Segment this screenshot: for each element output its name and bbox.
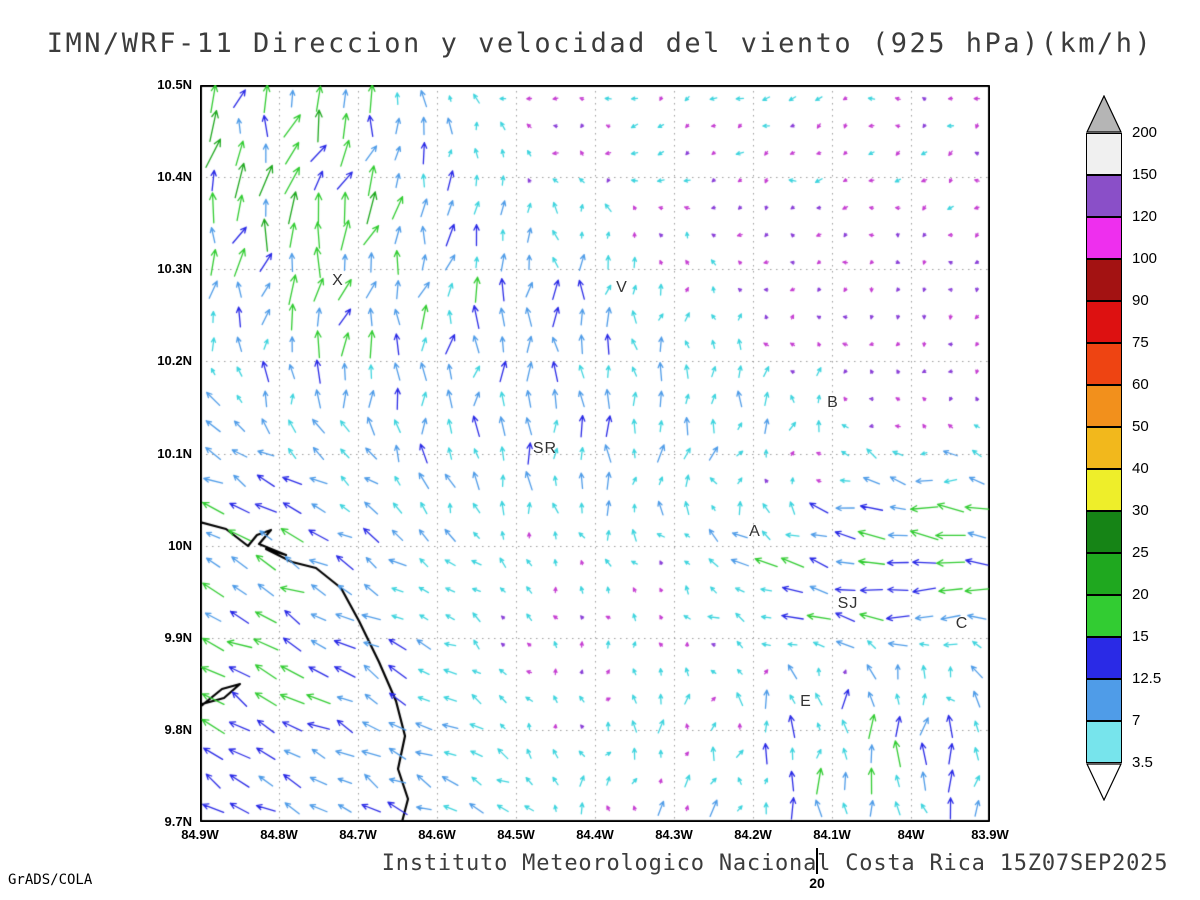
colorbar-band — [1086, 259, 1122, 301]
colorbar-tick-label: 12.5 — [1132, 670, 1162, 687]
colorbar-top-arrow — [1086, 95, 1122, 133]
reference-vector-line — [816, 848, 818, 874]
colorbar-band — [1086, 385, 1122, 427]
colorbar-bottom-arrow — [1086, 763, 1122, 801]
station-label: V — [616, 279, 628, 296]
lat-tick-label: 9.8N — [164, 721, 192, 737]
lat-tick-label: 10.5N — [157, 77, 192, 92]
colorbar-tick-label: 20 — [1132, 586, 1149, 603]
station-label: SR — [532, 440, 558, 457]
colorbar-tick-label: 75 — [1132, 334, 1149, 351]
lon-tick-label: 84.6W — [418, 827, 456, 842]
lat-tick-label: 9.7N — [164, 814, 192, 829]
footer-text: Instituto Meteorologico Nacional Costa R… — [381, 851, 1169, 876]
colorbar-band — [1086, 721, 1122, 763]
lat-tick-label: 10.2N — [157, 353, 192, 369]
lon-tick-label: 84.2W — [734, 827, 772, 842]
station-label: SJ — [837, 595, 859, 612]
colorbar-band — [1086, 637, 1122, 679]
colorbar-tick-label: 50 — [1132, 418, 1149, 435]
colorbar-tick-label: 25 — [1132, 544, 1149, 561]
colorbar-band — [1086, 217, 1122, 259]
colorbar-band — [1086, 679, 1122, 721]
colorbar-tick-label: 7 — [1132, 712, 1141, 729]
colorbar-tick-label: 90 — [1132, 292, 1149, 309]
chart-title: IMN/WRF-11 Direccion y velocidad del vie… — [46, 28, 1154, 59]
colorbar-band — [1086, 133, 1122, 175]
lat-tick-label: 9.9N — [164, 629, 192, 645]
colorbar-tick-label: 120 — [1132, 208, 1158, 225]
reference-vector-label: 20 — [809, 875, 825, 891]
lon-tick-label: 84.7W — [339, 827, 377, 842]
lon-tick-label: 84.8W — [260, 827, 298, 842]
lon-tick-label: 84.4W — [576, 827, 614, 842]
colorbar-tick-label: 100 — [1132, 250, 1158, 267]
plot-area: X V B SR A SJ C E — [200, 85, 990, 822]
colorbar-band — [1086, 553, 1122, 595]
station-label: X — [332, 272, 344, 289]
station-label: C — [955, 615, 969, 632]
station-label: B — [827, 394, 839, 411]
lat-tick-label: 10.1N — [157, 445, 192, 461]
colorbar-tick-label: 30 — [1132, 502, 1149, 519]
lon-tick-label: 83.9W — [971, 827, 1009, 842]
station-label: A — [749, 523, 761, 540]
lat-tick-label: 10.4N — [157, 169, 192, 185]
colorbar-tick-label: 40 — [1132, 460, 1149, 477]
colorbar-band — [1086, 595, 1122, 637]
colorbar-band — [1086, 427, 1122, 469]
colorbar-tick-label: 150 — [1132, 166, 1158, 183]
wind-vector-field-canvas — [200, 85, 990, 822]
colorbar-tick-label: 60 — [1132, 376, 1149, 393]
lon-tick-label: 84W — [897, 827, 925, 842]
colorbar-band — [1086, 175, 1122, 217]
colorbar-tick-label: 200 — [1132, 124, 1158, 141]
colorbar-band — [1086, 343, 1122, 385]
speed-colorbar: 200 150 120 100 90 75 60 50 40 30 25 20 15 12.5 7 3.5 — [1086, 95, 1196, 815]
lat-tick-label: 10N — [168, 537, 192, 553]
colorbar-tick-label: 15 — [1132, 628, 1149, 645]
lon-tick-label: 84.1W — [813, 827, 851, 842]
grads-credit: GrADS/COLA — [8, 872, 93, 888]
station-label: E — [800, 693, 812, 710]
colorbar-band — [1086, 469, 1122, 511]
colorbar-tick-label: 3.5 — [1132, 754, 1153, 771]
lon-tick-label: 84.9W — [181, 827, 219, 842]
lat-tick-label: 10.3N — [157, 261, 192, 277]
colorbar-band — [1086, 511, 1122, 553]
colorbar-band — [1086, 301, 1122, 343]
lon-tick-label: 84.3W — [655, 827, 693, 842]
lon-tick-label: 84.5W — [497, 827, 535, 842]
